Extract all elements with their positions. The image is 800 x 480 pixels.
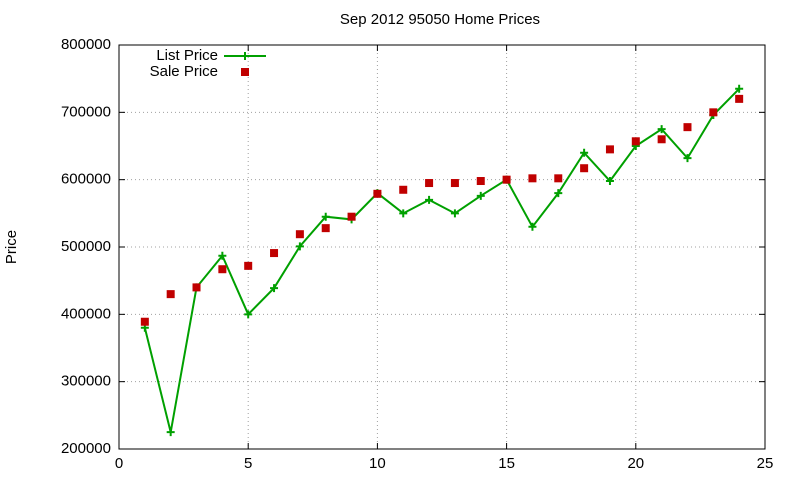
x-tick-label: 20 — [627, 455, 644, 472]
point — [657, 125, 666, 134]
point — [683, 123, 692, 132]
plot-frame — [118, 44, 766, 450]
point — [735, 84, 744, 93]
point — [476, 177, 485, 186]
point — [528, 222, 537, 231]
point — [476, 191, 485, 200]
point — [295, 242, 304, 251]
point — [166, 290, 175, 299]
y-tick-label: 500000 — [61, 238, 111, 255]
point — [192, 283, 201, 292]
point — [450, 209, 459, 218]
point — [554, 174, 563, 183]
point — [425, 179, 434, 188]
point — [218, 265, 227, 274]
point — [528, 174, 537, 183]
point — [321, 212, 330, 221]
series-line — [143, 88, 740, 433]
point — [631, 137, 640, 146]
point — [241, 68, 249, 76]
point — [321, 224, 330, 233]
point — [140, 317, 149, 326]
point — [502, 175, 511, 184]
point — [166, 428, 175, 437]
y-tick-label: 600000 — [61, 171, 111, 188]
legend-label: Sale Price — [150, 63, 218, 80]
point — [735, 94, 744, 103]
point — [580, 148, 589, 157]
x-tick-label: 5 — [244, 455, 252, 472]
point — [554, 189, 563, 198]
point — [270, 249, 279, 258]
point — [450, 179, 459, 188]
y-axis-label: Price — [3, 230, 20, 264]
y-tick-label: 800000 — [61, 36, 111, 53]
y-tick-label: 300000 — [61, 373, 111, 390]
point — [709, 108, 718, 117]
point — [683, 154, 692, 163]
chart-title: Sep 2012 95050 Home Prices — [340, 11, 540, 28]
point — [425, 195, 434, 204]
y-tick-label: 400000 — [61, 305, 111, 322]
point — [347, 212, 356, 221]
legend-label: List Price — [156, 47, 218, 64]
x-tick-label: 0 — [115, 455, 123, 472]
point — [399, 185, 408, 194]
point — [399, 209, 408, 218]
point — [605, 177, 614, 186]
point — [218, 251, 227, 260]
x-tick-label: 10 — [369, 455, 386, 472]
point — [373, 189, 382, 198]
point — [270, 284, 279, 293]
point — [295, 230, 304, 239]
point — [241, 52, 249, 60]
point — [605, 145, 614, 154]
point — [657, 135, 666, 144]
point — [580, 164, 589, 173]
point — [244, 261, 253, 270]
x-tick-label: 25 — [757, 455, 774, 472]
y-tick-label: 700000 — [61, 103, 111, 120]
y-tick-label: 200000 — [61, 440, 111, 457]
point — [244, 310, 253, 319]
x-tick-label: 15 — [498, 455, 515, 472]
